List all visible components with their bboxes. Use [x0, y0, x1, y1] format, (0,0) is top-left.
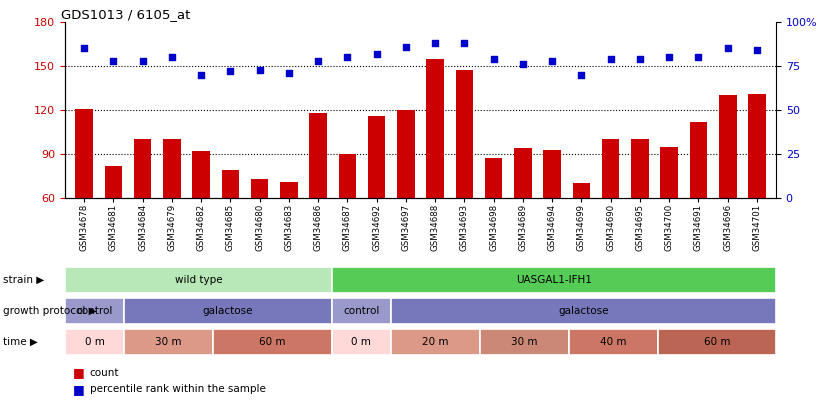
Point [399, 43, 412, 50]
Text: time ▶: time ▶ [3, 337, 38, 347]
Point [692, 54, 705, 60]
Bar [456, 70, 473, 198]
Text: control: control [343, 306, 379, 316]
Bar [368, 116, 385, 198]
Text: UASGAL1-IFH1: UASGAL1-IFH1 [516, 275, 592, 285]
Bar [602, 139, 620, 198]
Bar [163, 139, 181, 198]
Point [546, 58, 559, 64]
Point [253, 66, 266, 73]
Bar [748, 94, 766, 198]
Bar [280, 182, 297, 198]
Point [750, 47, 764, 53]
Point [633, 56, 646, 62]
Text: 30 m: 30 m [511, 337, 538, 347]
Bar [338, 154, 356, 198]
Text: galactose: galactose [558, 306, 608, 316]
FancyBboxPatch shape [65, 298, 124, 324]
Text: 60 m: 60 m [704, 337, 730, 347]
FancyBboxPatch shape [479, 328, 569, 356]
Point [107, 58, 120, 64]
Bar [192, 151, 210, 198]
Text: 60 m: 60 m [259, 337, 286, 347]
Bar [76, 109, 93, 198]
Point [487, 56, 500, 62]
Bar [690, 122, 707, 198]
Point [195, 72, 208, 78]
Text: strain ▶: strain ▶ [3, 275, 44, 285]
Point [516, 61, 530, 68]
Point [663, 54, 676, 60]
FancyBboxPatch shape [332, 328, 391, 356]
Point [429, 40, 442, 46]
Text: 0 m: 0 m [351, 337, 371, 347]
Point [458, 40, 471, 46]
Point [604, 56, 617, 62]
Point [575, 72, 588, 78]
FancyBboxPatch shape [124, 298, 332, 324]
FancyBboxPatch shape [332, 266, 776, 294]
Bar [660, 147, 678, 198]
Bar [250, 179, 268, 198]
Text: 40 m: 40 m [600, 337, 626, 347]
Text: GDS1013 / 6105_at: GDS1013 / 6105_at [62, 8, 190, 21]
Bar [310, 113, 327, 198]
Point [370, 51, 383, 57]
Point [165, 54, 178, 60]
Text: control: control [76, 306, 112, 316]
Bar [134, 139, 151, 198]
Bar [719, 95, 736, 198]
Bar [426, 59, 444, 198]
Text: count: count [89, 368, 119, 378]
Point [282, 70, 296, 76]
Bar [222, 170, 239, 198]
Bar [485, 158, 502, 198]
Text: ■: ■ [73, 383, 85, 396]
FancyBboxPatch shape [332, 298, 391, 324]
Bar [544, 149, 561, 198]
Bar [397, 110, 415, 198]
Point [224, 68, 237, 75]
Text: ■: ■ [73, 366, 85, 379]
Text: percentile rank within the sample: percentile rank within the sample [89, 384, 265, 394]
FancyBboxPatch shape [213, 328, 332, 356]
Text: 0 m: 0 m [85, 337, 104, 347]
Bar [514, 148, 532, 198]
FancyBboxPatch shape [65, 266, 332, 294]
Point [136, 58, 149, 64]
FancyBboxPatch shape [124, 328, 213, 356]
FancyBboxPatch shape [391, 328, 479, 356]
Text: 30 m: 30 m [155, 337, 182, 347]
Text: galactose: galactose [203, 306, 253, 316]
Point [311, 58, 324, 64]
Text: growth protocol ▶: growth protocol ▶ [3, 306, 97, 316]
FancyBboxPatch shape [569, 328, 658, 356]
Text: wild type: wild type [175, 275, 222, 285]
Bar [104, 166, 122, 198]
FancyBboxPatch shape [391, 298, 776, 324]
FancyBboxPatch shape [65, 328, 124, 356]
Text: 20 m: 20 m [422, 337, 448, 347]
Bar [631, 139, 649, 198]
Point [721, 45, 734, 52]
Point [341, 54, 354, 60]
Bar [573, 183, 590, 198]
FancyBboxPatch shape [658, 328, 776, 356]
Point [77, 45, 90, 52]
